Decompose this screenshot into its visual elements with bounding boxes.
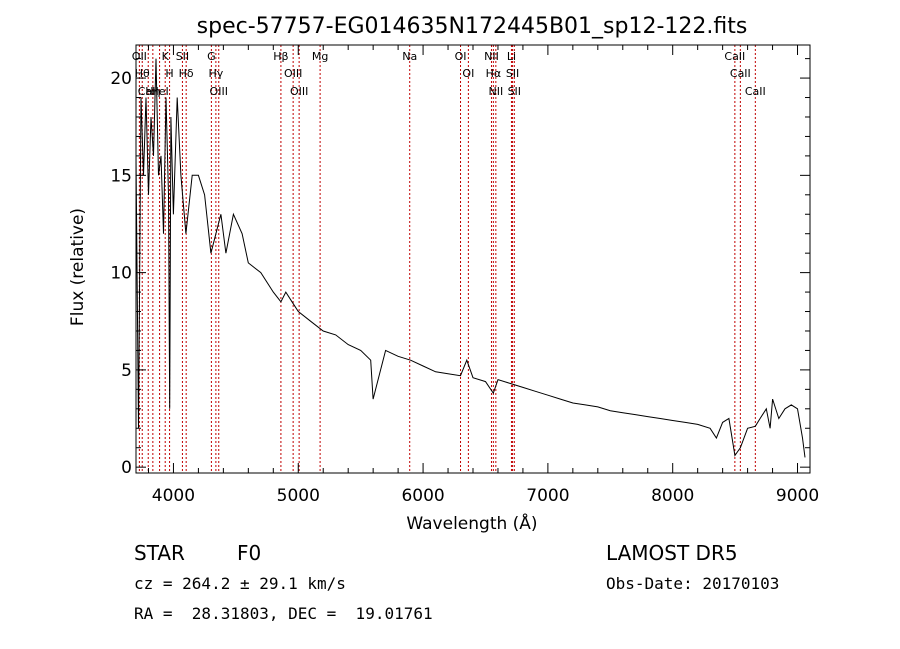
line-label: CaII [745, 85, 766, 98]
y-tick-label: 20 [110, 69, 132, 89]
spectrum-series [135, 58, 806, 458]
line-label: Li [507, 50, 516, 63]
spectral-line-labels: OIIHθCaIIHηHeIKHSIIHδGHγOIIIHβOIIIOIIIMg… [132, 50, 766, 98]
line-label: K [162, 50, 170, 63]
x-axis-label: Wavelength (Å) [406, 512, 537, 534]
line-label: Hβ [273, 50, 288, 63]
x-tick-label: 5000 [277, 486, 320, 506]
object-subclass: F0 [237, 541, 262, 565]
line-label: OII [132, 50, 147, 63]
y-tick-label: 5 [121, 361, 132, 381]
y-axis-label: Flux (relative) [68, 208, 88, 326]
x-tick-label: 7000 [526, 486, 569, 506]
line-label: H [165, 67, 173, 80]
line-label: SII [506, 67, 519, 80]
line-label: NII [488, 85, 503, 98]
axes: 4000 5000 6000 7000 8000 9000 0 5 10 15 20 [110, 45, 819, 506]
line-label: OIII [284, 67, 302, 80]
survey-name: LAMOST DR5 [606, 541, 738, 565]
x-tick-label: 4000 [152, 486, 195, 506]
y-tick-label: 15 [110, 166, 132, 186]
line-label: Na [402, 50, 417, 63]
y-tick-label: 10 [110, 264, 132, 284]
line-label: OIII [210, 85, 228, 98]
line-label: CaII [724, 50, 745, 63]
line-label: NII [484, 50, 499, 63]
redshift-cz: cz = 264.2 ± 29.1 km/s [134, 574, 346, 593]
plot-frame [135, 44, 811, 474]
chart-title: spec-57757-EG014635N172445B01_sp12-122.f… [197, 14, 748, 39]
line-label: Hθ [135, 67, 150, 80]
ra-dec-coordinates: RA = 28.31803, DEC = 19.01761 [134, 604, 433, 623]
line-label: SII [508, 85, 521, 98]
line-label: SII [176, 50, 189, 63]
x-tick-label: 8000 [651, 486, 694, 506]
spectral-line-markers [138, 45, 756, 473]
observation-date: Obs-Date: 20170103 [606, 574, 780, 593]
line-label: OI [462, 67, 474, 80]
line-label: Mg [312, 50, 328, 63]
line-label: CaII [138, 85, 159, 98]
x-tick-label: 9000 [776, 486, 819, 506]
line-label: G [207, 50, 216, 63]
line-label: Hα [486, 67, 502, 80]
x-tick-label: 6000 [401, 486, 444, 506]
line-label: Hγ [208, 67, 223, 80]
line-label: Hδ [179, 67, 194, 80]
line-label: HeI [150, 85, 168, 98]
line-label: OI [455, 50, 467, 63]
object-class: STAR [134, 541, 185, 565]
line-label: OIII [290, 85, 308, 98]
y-tick-label: 0 [121, 458, 132, 478]
line-label: CaII [730, 67, 751, 80]
